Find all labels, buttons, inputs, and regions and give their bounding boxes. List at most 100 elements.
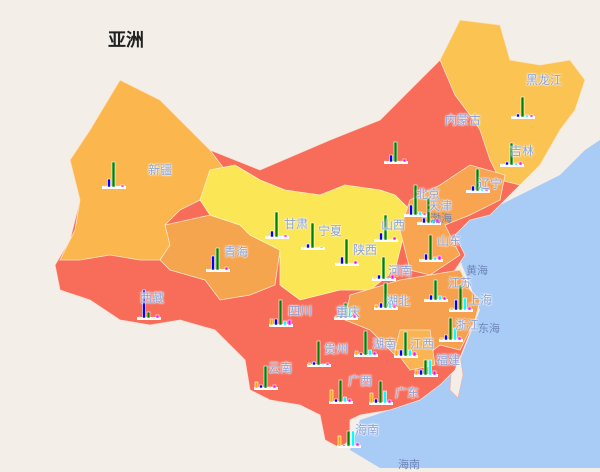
- bar-浙江-1[interactable]: [444, 334, 448, 341]
- bar-浙江-2[interactable]: [448, 317, 453, 341]
- bar-云南-0[interactable]: [254, 381, 259, 389]
- bar-陕西-0[interactable]: [335, 262, 340, 265]
- bar-新疆-0[interactable]: [102, 185, 107, 188]
- bar-浙江-3[interactable]: [453, 327, 457, 341]
- bar-北京-0[interactable]: [404, 213, 409, 216]
- bar-北京-2[interactable]: [413, 184, 418, 216]
- bar-甘肃-2[interactable]: [274, 211, 279, 238]
- bar-海南-1[interactable]: [342, 444, 346, 447]
- bar-内蒙古-1[interactable]: [389, 154, 393, 163]
- bar-广西-0[interactable]: [329, 389, 334, 403]
- bar-江苏-3[interactable]: [438, 295, 442, 301]
- bar-江苏-4[interactable]: [442, 296, 447, 301]
- bar-内蒙古-3[interactable]: [398, 160, 402, 163]
- bar-浙江-0[interactable]: [439, 337, 444, 341]
- bar-上海-0[interactable]: [449, 307, 454, 311]
- bar-山西-2[interactable]: [383, 214, 388, 241]
- bar-西藏-0[interactable]: [137, 316, 142, 319]
- bar-广东-3[interactable]: [383, 390, 387, 404]
- bar-贵州-0[interactable]: [307, 362, 312, 366]
- bar-陕西-4[interactable]: [353, 260, 358, 265]
- bar-福建-0[interactable]: [414, 369, 419, 376]
- bar-上海-2[interactable]: [458, 284, 463, 311]
- bar-江西-2[interactable]: [403, 331, 408, 357]
- bar-重庆-1[interactable]: [339, 313, 343, 319]
- bar-西藏-3[interactable]: [151, 316, 155, 319]
- bar-吉林-0[interactable]: [500, 163, 505, 166]
- bar-四川-4[interactable]: [287, 319, 292, 326]
- bar-云南-2[interactable]: [263, 365, 268, 389]
- bar-上海-3[interactable]: [463, 297, 467, 311]
- bar-黑龙江-2[interactable]: [520, 96, 525, 118]
- bar-云南-1[interactable]: [259, 384, 263, 389]
- bar-宁夏-1[interactable]: [306, 243, 310, 249]
- bar-河南-4[interactable]: [390, 274, 395, 280]
- bar-湖南-2[interactable]: [363, 330, 368, 356]
- bar-黑龙江-1[interactable]: [516, 113, 520, 118]
- bar-新疆-4[interactable]: [120, 184, 125, 188]
- bar-山西-0[interactable]: [374, 238, 379, 241]
- bar-四川-3[interactable]: [283, 320, 287, 326]
- bar-天津-4[interactable]: [435, 218, 440, 224]
- bar-山东-1[interactable]: [424, 253, 428, 261]
- bar-江苏-0[interactable]: [424, 298, 429, 301]
- bar-内蒙古-4[interactable]: [402, 158, 407, 163]
- bar-天津-0[interactable]: [417, 221, 422, 224]
- bar-四川-2[interactable]: [278, 299, 283, 326]
- bar-江西-1[interactable]: [399, 349, 403, 357]
- bar-宁夏-4[interactable]: [319, 246, 324, 249]
- bar-湖北-2[interactable]: [383, 282, 388, 309]
- bar-四川-1[interactable]: [274, 318, 278, 326]
- bar-广东-4[interactable]: [387, 399, 392, 404]
- bar-湖南-3[interactable]: [368, 349, 372, 356]
- bar-宁夏-3[interactable]: [315, 246, 319, 249]
- bar-海南-2[interactable]: [346, 430, 351, 447]
- bar-湖南-1[interactable]: [359, 352, 363, 356]
- bar-湖北-1[interactable]: [379, 302, 383, 309]
- bar-北京-3[interactable]: [418, 211, 422, 216]
- bar-甘肃-3[interactable]: [279, 235, 283, 238]
- bar-陕西-3[interactable]: [349, 262, 353, 265]
- bar-西藏-2[interactable]: [146, 311, 151, 319]
- bar-海南-4[interactable]: [355, 442, 360, 447]
- bar-辽宁-3[interactable]: [480, 187, 484, 192]
- bar-海南-3[interactable]: [351, 430, 355, 447]
- bar-广西-2[interactable]: [338, 379, 343, 403]
- bar-北京-4[interactable]: [422, 212, 427, 216]
- bar-江西-4[interactable]: [412, 351, 417, 357]
- bar-内蒙古-0[interactable]: [384, 160, 389, 163]
- bar-江苏-1[interactable]: [429, 294, 433, 301]
- bar-青海-4[interactable]: [224, 266, 229, 271]
- bar-新疆-1[interactable]: [107, 178, 111, 188]
- bar-浙江-4[interactable]: [457, 336, 462, 341]
- bar-广东-2[interactable]: [378, 380, 383, 404]
- bar-湖北-4[interactable]: [392, 302, 397, 309]
- bar-贵州-4[interactable]: [325, 362, 330, 366]
- bar-新疆-2[interactable]: [111, 161, 116, 188]
- bar-黑龙江-4[interactable]: [529, 114, 534, 118]
- bar-山西-3[interactable]: [388, 238, 392, 241]
- bar-天津-1[interactable]: [422, 217, 426, 224]
- bar-湖北-3[interactable]: [388, 297, 392, 309]
- bar-重庆-2[interactable]: [343, 302, 348, 319]
- bar-云南-4[interactable]: [272, 384, 277, 389]
- bar-青海-1[interactable]: [211, 255, 215, 271]
- bar-重庆-0[interactable]: [334, 315, 339, 319]
- bar-黑龙江-3[interactable]: [525, 114, 529, 118]
- bar-吉林-3[interactable]: [514, 162, 518, 166]
- bar-江西-0[interactable]: [394, 349, 399, 357]
- bar-福建-2[interactable]: [423, 359, 428, 376]
- bar-辽宁-2[interactable]: [475, 168, 480, 192]
- bar-吉林-1[interactable]: [505, 161, 509, 166]
- bar-广东-1[interactable]: [374, 398, 378, 404]
- bar-西藏-1[interactable]: [142, 289, 146, 319]
- bar-辽宁-1[interactable]: [471, 185, 475, 192]
- bar-云南-3[interactable]: [268, 386, 272, 389]
- bar-辽宁-4[interactable]: [484, 187, 489, 192]
- bar-贵州-2[interactable]: [316, 340, 321, 366]
- bar-广东-0[interactable]: [369, 392, 374, 404]
- bar-吉林-2[interactable]: [509, 142, 514, 166]
- bar-甘肃-1[interactable]: [270, 230, 274, 238]
- bar-宁夏-0[interactable]: [301, 246, 306, 249]
